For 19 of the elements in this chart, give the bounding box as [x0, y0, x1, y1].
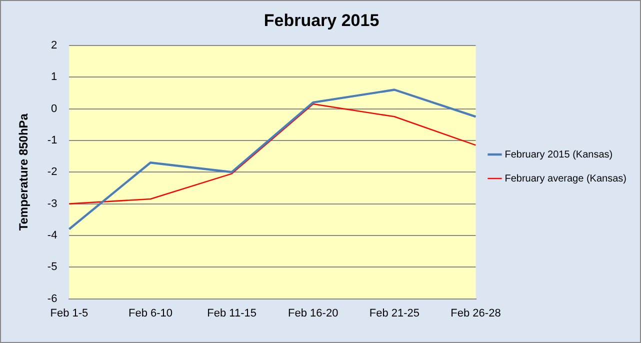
y-tick-label: 2 — [51, 39, 58, 52]
x-tick-label: Feb 6-10 — [128, 307, 173, 320]
y-axis-title: Temperature 850hPa — [16, 113, 31, 231]
chart-title: February 2015 — [264, 10, 380, 30]
y-tick-label: -1 — [47, 134, 58, 146]
y-tick-label: -3 — [47, 198, 58, 210]
legend-label: February 2015 (Kansas) — [504, 149, 613, 160]
y-tick-label: -6 — [47, 292, 58, 305]
y-tick-label: -4 — [47, 229, 58, 242]
x-tick-label: Feb 21-25 — [369, 307, 420, 320]
x-tick-label: Feb 11-15 — [207, 307, 256, 320]
y-tick-label: 1 — [51, 71, 58, 84]
x-tick-label: Feb 26-28 — [450, 307, 501, 320]
y-tick-label: -2 — [47, 166, 58, 178]
x-tick-label: Feb 16-20 — [288, 307, 338, 320]
legend-label: February average (Kansas) — [504, 173, 626, 184]
x-tick-label: Feb 1-5 — [50, 307, 88, 320]
y-tick-label: -5 — [47, 261, 58, 274]
y-tick-label: 0 — [51, 102, 58, 115]
